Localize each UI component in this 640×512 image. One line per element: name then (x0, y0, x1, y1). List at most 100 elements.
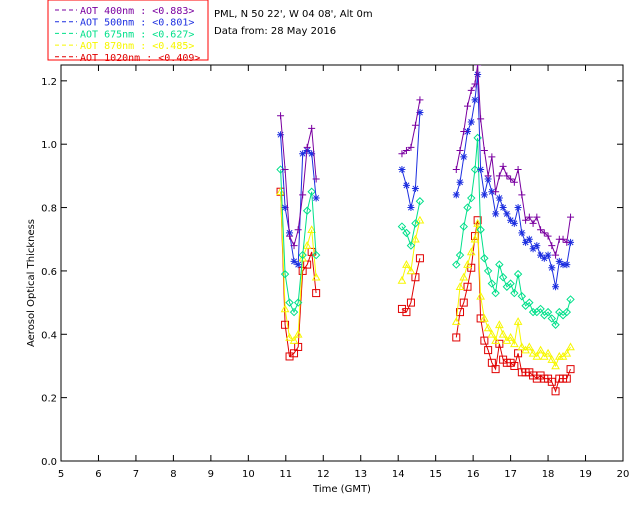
data-point (480, 336, 489, 345)
y-axis-label: Aerosol Optical Thickness (26, 219, 37, 347)
data-point (311, 250, 321, 260)
x-tick-label: 7 (133, 469, 139, 480)
data-point (559, 235, 567, 243)
x-tick-label: 14 (392, 469, 405, 480)
data-point (411, 234, 420, 243)
series-2 (276, 133, 575, 329)
data-point (480, 191, 488, 199)
y-tick-label: 0.0 (41, 457, 57, 468)
data-point (452, 166, 460, 174)
data-point (533, 242, 541, 250)
data-point (402, 228, 411, 238)
data-point (518, 229, 526, 237)
data-point (480, 254, 489, 263)
x-tick-label: 5 (58, 469, 64, 480)
data-point (548, 264, 556, 272)
legend: AOT 400nm : <0.883>AOT 500nm : <0.801>AO… (55, 6, 200, 64)
data-point (290, 257, 298, 265)
data-point (476, 225, 485, 234)
data-point (513, 269, 523, 279)
data-point (402, 308, 411, 317)
data-point (510, 178, 518, 186)
data-point (302, 206, 312, 215)
data-point (464, 128, 472, 136)
data-point (514, 166, 522, 174)
data-point (294, 261, 302, 269)
data-point (528, 307, 538, 317)
data-point (298, 253, 308, 262)
data-point (510, 361, 519, 370)
data-point (411, 121, 419, 129)
legend-label: AOT 400nm : <0.883> (80, 6, 194, 17)
legend-label: AOT 870nm : <0.485> (80, 41, 194, 52)
data-point (529, 219, 537, 227)
data-point (480, 147, 488, 155)
data-point (476, 291, 485, 300)
data-point (411, 273, 420, 282)
x-tick-label: 16 (467, 469, 480, 480)
data-point (513, 317, 523, 325)
series-3 (276, 187, 575, 370)
data-point (537, 251, 545, 259)
data-point (276, 187, 285, 196)
data-point (551, 361, 560, 370)
data-point (397, 222, 407, 231)
data-point (506, 279, 515, 288)
data-point (470, 165, 480, 174)
data-point (294, 342, 303, 351)
data-point (280, 269, 290, 279)
data-point (547, 314, 557, 323)
x-tick-label: 15 (429, 469, 442, 480)
data-point (488, 188, 496, 196)
data-point (397, 275, 407, 284)
data-point (406, 266, 416, 275)
data-point (416, 109, 424, 117)
series-line (401, 112, 421, 208)
series-line (280, 191, 317, 342)
data-point (289, 336, 299, 344)
data-point (552, 251, 560, 259)
data-point (540, 229, 548, 237)
data-point (452, 333, 461, 342)
data-point (540, 254, 548, 262)
data-point (459, 272, 469, 281)
y-tick-labels: 0.0 0.2 0.4 0.6 0.8 1.0 1.2 (41, 77, 57, 468)
data-point (416, 96, 424, 104)
data-point (477, 166, 485, 174)
data-point (312, 194, 320, 202)
x-axis-label: Time (GMT) (312, 484, 371, 495)
data-point (285, 298, 294, 307)
series-1 (277, 71, 575, 291)
data-point (474, 65, 482, 69)
data-point (466, 247, 476, 256)
data-point (563, 238, 571, 246)
data-point (488, 153, 496, 161)
data-point (499, 204, 507, 212)
data-point (525, 298, 534, 307)
data-point (499, 162, 507, 170)
data-point (525, 213, 533, 221)
data-point (415, 215, 425, 224)
data-point (464, 102, 472, 110)
y-tick-label: 0.8 (41, 204, 57, 215)
data-point (477, 115, 485, 123)
x-tick-label: 8 (170, 469, 176, 480)
data-point (566, 365, 575, 374)
data-point (308, 150, 316, 158)
data-point (411, 219, 420, 228)
data-point (524, 342, 534, 351)
series-line (280, 115, 317, 248)
x-tick-label: 13 (354, 469, 367, 480)
data-point (529, 245, 537, 253)
data-point (277, 131, 285, 139)
data-point (398, 166, 406, 174)
data-point (567, 213, 575, 221)
data-point (498, 329, 508, 338)
data-point (484, 346, 493, 355)
data-point (483, 323, 493, 332)
data-point (467, 118, 475, 126)
data-point (455, 250, 465, 260)
data-point (456, 308, 465, 317)
data-point (281, 204, 289, 212)
data-point (543, 348, 553, 357)
